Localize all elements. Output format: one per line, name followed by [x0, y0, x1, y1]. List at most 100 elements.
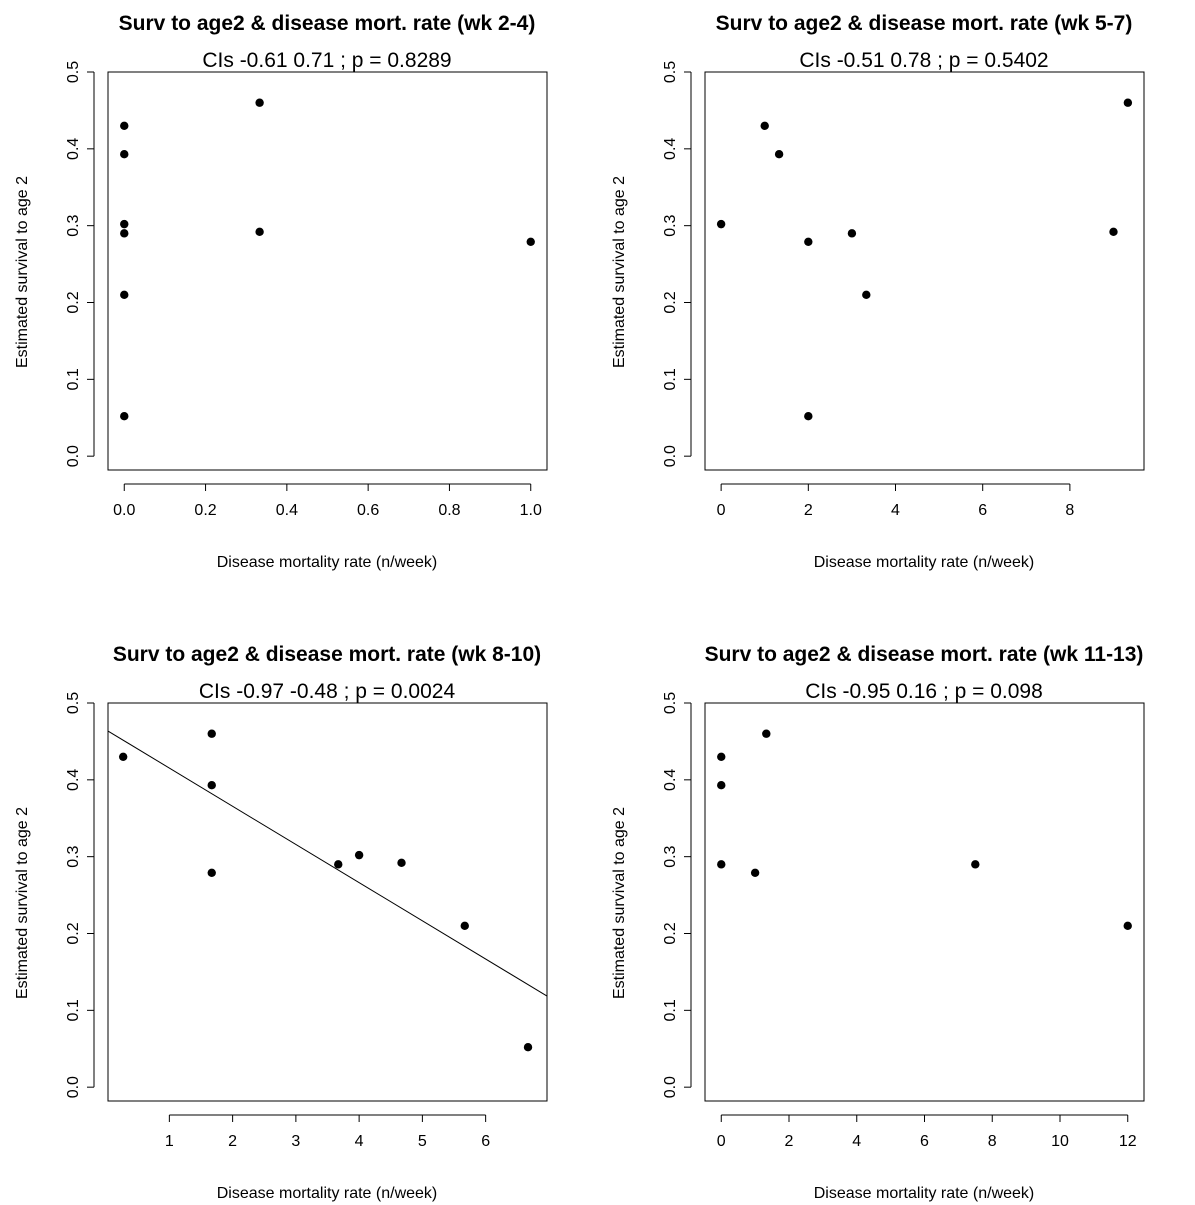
y-tick-label: 0.5 [65, 692, 82, 714]
y-tick-label: 0.3 [65, 214, 82, 236]
x-tick-label: 2 [228, 1133, 237, 1150]
y-tick-label: 0.0 [65, 445, 82, 467]
data-point [847, 229, 857, 238]
y-axis-label: Estimated survival to age 2 [611, 176, 628, 368]
panel-wk-11-13: Surv to age2 & disease mort. rate (wk 11… [611, 643, 1145, 1202]
x-tick-label: 1 [165, 1133, 174, 1150]
regression-line [107, 730, 548, 997]
plot-frame [107, 702, 548, 1102]
y-tick-label: 0.4 [65, 769, 82, 791]
y-tick-label: 0.3 [662, 845, 679, 867]
data-point [1109, 227, 1118, 237]
y-tick-label: 0.5 [65, 61, 82, 83]
y-axis-label: Estimated survival to age 2 [611, 807, 628, 999]
y-tick-label: 0.2 [662, 291, 679, 313]
y-tick-label: 0.3 [662, 214, 679, 236]
x-tick-label: 4 [355, 1133, 364, 1150]
data-point [120, 229, 129, 238]
x-tick-label: 10 [1051, 1133, 1069, 1150]
x-tick-label: 0 [717, 502, 726, 519]
x-axis-label: Disease mortality rate (n/week) [217, 1185, 438, 1202]
data-point [460, 921, 469, 931]
panel-title: Surv to age2 & disease mort. rate (wk 5-… [716, 12, 1133, 35]
plot-frame [704, 71, 1145, 471]
x-tick-label: 1.0 [520, 502, 542, 519]
y-tick-label: 0.4 [65, 138, 82, 160]
data-point [207, 781, 216, 790]
data-point [255, 98, 264, 107]
x-axis-label: Disease mortality rate (n/week) [814, 1185, 1035, 1202]
y-tick-label: 0.1 [65, 368, 82, 390]
data-point [762, 729, 771, 738]
x-tick-label: 5 [418, 1133, 427, 1150]
panel-subtitle: CIs -0.97 -0.48 ; p = 0.0024 [199, 680, 456, 703]
x-tick-label: 8 [988, 1133, 997, 1150]
x-tick-label: 8 [1065, 502, 1074, 519]
panel-title: Surv to age2 & disease mort. rate (wk 11… [705, 643, 1144, 666]
y-axis-label: Estimated survival to age 2 [14, 176, 31, 368]
panel-subtitle: CIs -0.95 0.16 ; p = 0.098 [805, 680, 1043, 703]
data-point [774, 150, 784, 159]
data-point [120, 219, 129, 229]
y-tick-label: 0.3 [65, 845, 82, 867]
plot-area: 0 2 4 6 8 0.0 0.1 0.2 0.3 0.4 0.5 [662, 61, 1145, 519]
x-tick-label: 0.0 [113, 502, 135, 519]
x-axis-label: Disease mortality rate (n/week) [217, 554, 438, 571]
x-tick-label: 4 [891, 502, 900, 519]
panel-wk-8-10: Surv to age2 & disease mort. rate (wk 8-… [14, 643, 548, 1202]
panel-subtitle: CIs -0.61 0.71 ; p = 0.8289 [202, 49, 451, 72]
data-point [120, 150, 129, 159]
x-tick-label: 12 [1119, 1133, 1137, 1150]
data-point [750, 868, 760, 878]
data-point [207, 729, 216, 738]
data-point [1123, 98, 1133, 107]
x-tick-label: 6 [920, 1133, 929, 1150]
data-point [397, 858, 406, 868]
x-tick-label: 3 [291, 1133, 300, 1150]
y-tick-label: 0.4 [662, 769, 679, 791]
panel-wk-2-4: Surv to age2 & disease mort. rate (wk 2-… [14, 12, 548, 571]
x-tick-label: 6 [978, 502, 987, 519]
x-tick-label: 2 [785, 1133, 794, 1150]
x-tick-label: 0 [717, 1133, 726, 1150]
y-tick-label: 0.4 [662, 138, 679, 160]
y-tick-label: 0.2 [65, 922, 82, 944]
y-tick-label: 0.0 [662, 1076, 679, 1098]
data-point [804, 237, 813, 247]
data-point [118, 752, 128, 761]
plot-frame [704, 702, 1145, 1102]
y-tick-label: 0.1 [662, 368, 679, 390]
plot-frame [107, 71, 548, 471]
data-point [716, 219, 726, 229]
x-tick-label: 0.6 [357, 502, 379, 519]
x-tick-label: 2 [804, 502, 813, 519]
data-point [120, 412, 129, 421]
y-tick-label: 0.0 [662, 445, 679, 467]
panel-title: Surv to age2 & disease mort. rate (wk 2-… [119, 12, 536, 35]
data-point [804, 412, 813, 421]
y-tick-label: 0.5 [662, 61, 679, 83]
panel-subtitle: CIs -0.51 0.78 ; p = 0.5402 [799, 49, 1048, 72]
data-point [526, 237, 535, 247]
data-point [207, 868, 216, 878]
x-tick-label: 4 [852, 1133, 861, 1150]
data-point [255, 227, 264, 237]
x-tick-label: 6 [481, 1133, 490, 1150]
y-tick-label: 0.1 [662, 999, 679, 1021]
plot-area: 1 2 3 4 5 6 0.0 0.1 0.2 0.3 0.4 0.5 [65, 692, 548, 1150]
data-point [971, 860, 980, 869]
data-point [717, 860, 726, 869]
x-tick-label: 0.4 [276, 502, 298, 519]
y-tick-label: 0.1 [65, 999, 82, 1021]
data-point [354, 850, 364, 860]
x-tick-label: 0.8 [438, 502, 460, 519]
y-tick-label: 0.2 [65, 291, 82, 313]
panel-title: Surv to age2 & disease mort. rate (wk 8-… [113, 643, 541, 666]
x-axis-label: Disease mortality rate (n/week) [814, 554, 1035, 571]
data-point [717, 781, 726, 790]
plot-area: 0 2 4 6 8 10 12 0.0 0.1 0.2 0.3 0.4 0.5 [662, 692, 1145, 1150]
x-tick-label: 0.2 [194, 502, 216, 519]
y-tick-label: 0.0 [65, 1076, 82, 1098]
data-point [523, 1043, 533, 1052]
